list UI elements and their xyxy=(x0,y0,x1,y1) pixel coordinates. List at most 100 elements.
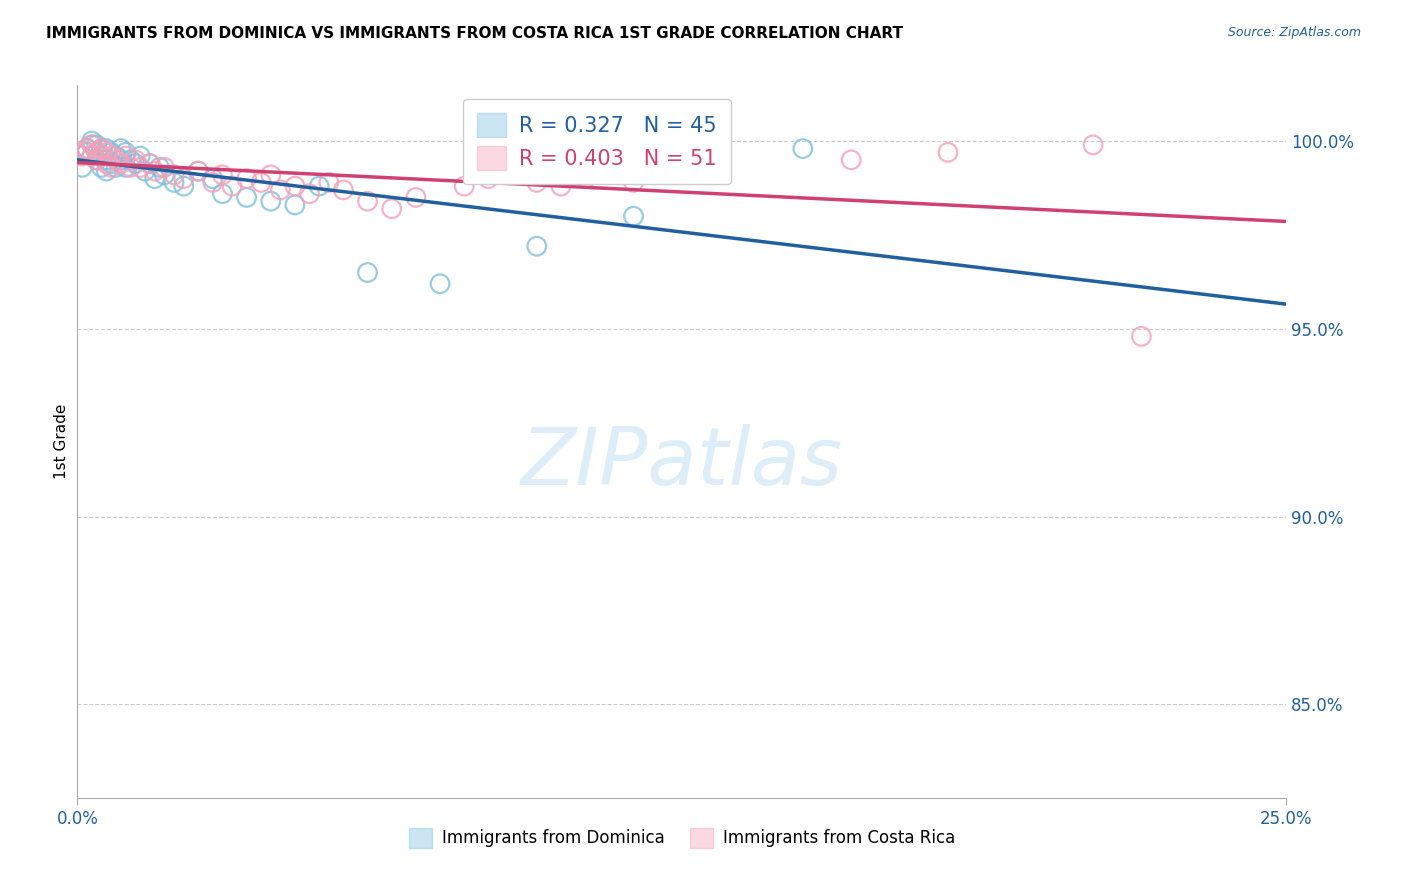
Point xyxy=(110,142,132,156)
Point xyxy=(260,194,283,209)
Point xyxy=(332,183,354,197)
Legend: Immigrants from Dominica, Immigrants from Costa Rica: Immigrants from Dominica, Immigrants fro… xyxy=(402,822,962,855)
Point xyxy=(298,186,321,201)
Point xyxy=(134,164,156,178)
Text: IMMIGRANTS FROM DOMINICA VS IMMIGRANTS FROM COSTA RICA 1ST GRADE CORRELATION CHA: IMMIGRANTS FROM DOMINICA VS IMMIGRANTS F… xyxy=(46,26,904,41)
Point xyxy=(839,153,862,167)
Point xyxy=(80,134,103,148)
Point xyxy=(308,179,330,194)
Y-axis label: 1st Grade: 1st Grade xyxy=(53,404,69,479)
Point xyxy=(100,149,122,163)
Point xyxy=(163,168,186,182)
Point xyxy=(221,179,243,194)
Point xyxy=(148,161,170,175)
Point xyxy=(76,145,98,160)
Point xyxy=(90,142,112,156)
Point xyxy=(318,175,340,189)
Point xyxy=(695,161,717,175)
Point xyxy=(139,156,162,170)
Point xyxy=(623,209,645,223)
Point xyxy=(96,145,118,160)
Point xyxy=(143,164,166,178)
Point xyxy=(269,183,291,197)
Point xyxy=(356,266,378,280)
Point xyxy=(284,198,307,212)
Point xyxy=(76,145,98,160)
Point xyxy=(129,149,152,163)
Point xyxy=(100,156,122,170)
Point xyxy=(90,161,112,175)
Point xyxy=(120,153,142,167)
Point xyxy=(574,171,596,186)
Point xyxy=(201,171,224,186)
Point xyxy=(356,194,378,209)
Point xyxy=(105,153,128,167)
Point xyxy=(80,137,103,152)
Point xyxy=(70,149,93,163)
Point xyxy=(526,175,548,189)
Point xyxy=(114,145,136,160)
Point xyxy=(260,168,283,182)
Point xyxy=(173,179,195,194)
Point xyxy=(76,142,98,156)
Point xyxy=(86,153,108,167)
Point xyxy=(96,153,118,167)
Point xyxy=(114,161,136,175)
Point xyxy=(105,161,128,175)
Point xyxy=(623,175,645,189)
Point xyxy=(124,153,146,167)
Point xyxy=(86,145,108,160)
Point xyxy=(110,156,132,170)
Point xyxy=(96,164,118,178)
Point xyxy=(211,186,233,201)
Point xyxy=(187,164,209,178)
Point xyxy=(100,161,122,175)
Point xyxy=(90,149,112,163)
Point xyxy=(936,145,959,160)
Text: Source: ZipAtlas.com: Source: ZipAtlas.com xyxy=(1227,26,1361,39)
Point xyxy=(526,239,548,253)
Point xyxy=(86,137,108,152)
Point xyxy=(153,168,176,182)
Point xyxy=(86,145,108,160)
Point xyxy=(792,142,814,156)
Point xyxy=(502,161,524,175)
Point xyxy=(405,190,427,204)
Point xyxy=(187,164,209,178)
Point xyxy=(381,202,404,216)
Point xyxy=(80,149,103,163)
Point xyxy=(250,175,273,189)
Point xyxy=(153,161,176,175)
Point xyxy=(96,142,118,156)
Point xyxy=(114,149,136,163)
Point xyxy=(86,153,108,167)
Point xyxy=(1130,329,1153,343)
Point xyxy=(110,153,132,167)
Point xyxy=(96,156,118,170)
Point xyxy=(76,142,98,156)
Text: ZIPatlas: ZIPatlas xyxy=(520,424,844,502)
Point xyxy=(1081,137,1104,152)
Point xyxy=(235,171,257,186)
Point xyxy=(70,161,93,175)
Point xyxy=(429,277,451,291)
Point xyxy=(284,179,307,194)
Point xyxy=(129,161,152,175)
Point xyxy=(163,175,186,189)
Point xyxy=(235,190,257,204)
Point xyxy=(477,171,499,186)
Point xyxy=(211,168,233,182)
Point xyxy=(453,179,475,194)
Point xyxy=(124,156,146,170)
Point xyxy=(80,149,103,163)
Point xyxy=(143,171,166,186)
Point xyxy=(550,179,572,194)
Point xyxy=(173,171,195,186)
Point xyxy=(90,149,112,163)
Point xyxy=(105,149,128,163)
Point xyxy=(90,142,112,156)
Point xyxy=(80,137,103,152)
Point xyxy=(120,161,142,175)
Point xyxy=(201,175,224,189)
Point xyxy=(139,156,162,170)
